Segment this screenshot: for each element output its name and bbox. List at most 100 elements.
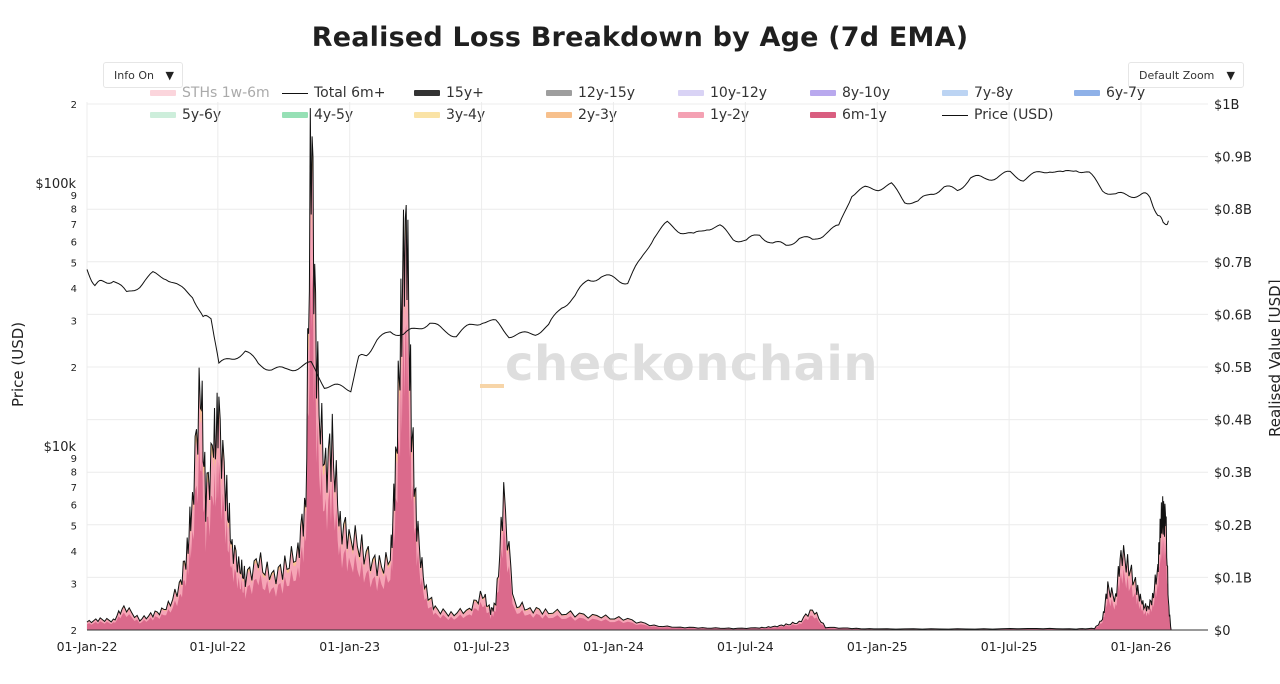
y-left-minor-tick-label: 9 — [71, 191, 77, 202]
x-tick-label: 01-Jan-25 — [847, 639, 908, 654]
series-total-6m-plus — [86, 108, 1172, 631]
chevron-down-icon: ▼ — [165, 69, 174, 82]
legend-swatch-icon — [1074, 90, 1100, 96]
y-right-tick-label: $0.7B — [1214, 256, 1252, 271]
y-right-tick-label: $0.4B — [1214, 414, 1252, 429]
y-left-minor-tick-label: 2 — [71, 100, 77, 111]
y-left-minor-tick-label: 9 — [71, 454, 77, 465]
legend-label: Total 6m+ — [314, 85, 386, 101]
legend-swatch-icon — [546, 90, 572, 96]
y-left-minor-tick-label: 6 — [71, 501, 77, 512]
y-left-minor-tick-label: 4 — [71, 284, 77, 295]
y-left-minor-tick-label: 2 — [71, 363, 77, 374]
watermark: checkonchain — [505, 336, 879, 392]
legend-swatch-icon — [942, 90, 968, 96]
chart-legend: STHs 1w-6m Total 6m+ 15y+ 12y-15y 10y-12y 8y-… — [150, 83, 1150, 127]
y-right-tick-label: $0.5B — [1214, 361, 1252, 376]
info-toggle-label: Info On — [114, 69, 154, 82]
info-toggle-button[interactable]: Info On ▼ — [103, 62, 183, 88]
legend-label: 3y-4y — [446, 107, 486, 123]
y-right-tick-label: $0.9B — [1214, 151, 1252, 166]
legend-label: 2y-3y — [578, 107, 618, 123]
y-left-minor-tick-label: 8 — [71, 205, 77, 216]
legend-label: 8y-10y — [842, 85, 891, 101]
legend-swatch-icon — [150, 112, 176, 118]
legend-item[interactable]: Price (USD) — [942, 105, 1053, 125]
legend-line-icon — [282, 92, 308, 94]
y-right-tick-label: $0.3B — [1214, 466, 1252, 481]
legend-label: Price (USD) — [974, 107, 1054, 123]
legend-label: STHs 1w-6m — [182, 85, 270, 101]
legend-swatch-icon — [678, 90, 704, 96]
legend-label: 12y-15y — [578, 85, 636, 101]
y-left-minor-tick-label: 3 — [71, 580, 77, 591]
legend-item[interactable]: Total 6m+ — [282, 83, 385, 103]
legend-swatch-icon — [810, 90, 836, 96]
legend-item[interactable]: 15y+ — [414, 83, 484, 103]
y-right-tick-label: $0.1B — [1214, 571, 1252, 586]
x-tick-label: 01-Jan-24 — [583, 639, 644, 654]
legend-item[interactable]: 8y-10y — [810, 83, 890, 103]
zoom-select-button[interactable]: Default Zoom ▼ — [1128, 62, 1244, 88]
chart-title: Realised Loss Breakdown by Age (7d EMA) — [311, 22, 969, 53]
y-axis-right-title: Realised Value [USD] — [1266, 279, 1280, 437]
watermark-mark — [480, 384, 504, 388]
y-left-minor-tick-label: 2 — [71, 626, 77, 637]
legend-label: 5y-6y — [182, 107, 222, 123]
legend-item[interactable]: 2y-3y — [546, 105, 617, 125]
y-right-tick-label: $0.2B — [1214, 519, 1252, 534]
legend-item[interactable]: 1y-2y — [678, 105, 749, 125]
legend-swatch-icon — [678, 112, 704, 118]
legend-swatch-icon — [150, 90, 176, 96]
y-axis-left-title: Price (USD) — [9, 321, 27, 407]
legend-swatch-icon — [810, 112, 836, 118]
series-price — [86, 169, 1169, 393]
legend-label: 15y+ — [446, 85, 484, 101]
x-tick-label: 01-Jul-22 — [190, 639, 247, 654]
legend-item[interactable]: 4y-5y — [282, 105, 353, 125]
legend-label: 7y-8y — [974, 85, 1014, 101]
y-left-major-tick-label: $10k — [44, 440, 77, 455]
legend-item[interactable]: 12y-15y — [546, 83, 635, 103]
y-right-tick-label: $1B — [1214, 98, 1239, 113]
legend-swatch-icon — [414, 90, 440, 96]
x-tick-label: 01-Jan-23 — [319, 639, 380, 654]
legend-item[interactable]: 6m-1y — [810, 105, 887, 125]
legend-item[interactable]: 7y-8y — [942, 83, 1013, 103]
y-right-tick-label: $0.6B — [1214, 308, 1252, 323]
legend-item[interactable]: 5y-6y — [150, 105, 221, 125]
x-tick-label: 01-Jul-23 — [453, 639, 510, 654]
x-tick-label: 01-Jan-26 — [1111, 639, 1172, 654]
x-tick-label: 01-Jul-24 — [717, 639, 774, 654]
y-left-minor-tick-label: 5 — [71, 521, 77, 532]
legend-item[interactable]: STHs 1w-6m — [150, 83, 270, 103]
y-left-minor-tick-label: 4 — [71, 547, 77, 558]
legend-item[interactable]: 6y-7y — [1074, 83, 1145, 103]
y-left-minor-tick-label: 3 — [71, 317, 77, 328]
y-right-tick-label: $0.8B — [1214, 203, 1252, 218]
legend-label: 4y-5y — [314, 107, 354, 123]
legend-item[interactable]: 3y-4y — [414, 105, 485, 125]
legend-swatch-icon — [414, 112, 440, 118]
legend-label: 6y-7y — [1106, 85, 1146, 101]
y-left-minor-tick-label: 6 — [71, 238, 77, 249]
x-tick-label: 01-Jan-22 — [57, 639, 118, 654]
legend-swatch-icon — [546, 112, 572, 118]
y-left-minor-tick-label: 8 — [71, 468, 77, 479]
area-6m-1y — [87, 254, 1172, 631]
legend-line-icon — [942, 114, 968, 116]
chevron-down-icon: ▼ — [1226, 69, 1235, 82]
legend-label: 1y-2y — [710, 107, 750, 123]
y-right-tick-label: $0 — [1214, 624, 1231, 639]
legend-label: 6m-1y — [842, 107, 887, 123]
y-left-major-tick-label: $100k — [35, 177, 76, 192]
y-left-minor-tick-label: 7 — [71, 483, 77, 494]
y-left-minor-tick-label: 7 — [71, 220, 77, 231]
y-left-minor-tick-label: 5 — [71, 258, 77, 269]
legend-swatch-icon — [282, 112, 308, 118]
zoom-select-label: Default Zoom — [1139, 69, 1215, 82]
x-tick-label: 01-Jul-25 — [981, 639, 1038, 654]
legend-label: 10y-12y — [710, 85, 768, 101]
legend-item[interactable]: 10y-12y — [678, 83, 767, 103]
